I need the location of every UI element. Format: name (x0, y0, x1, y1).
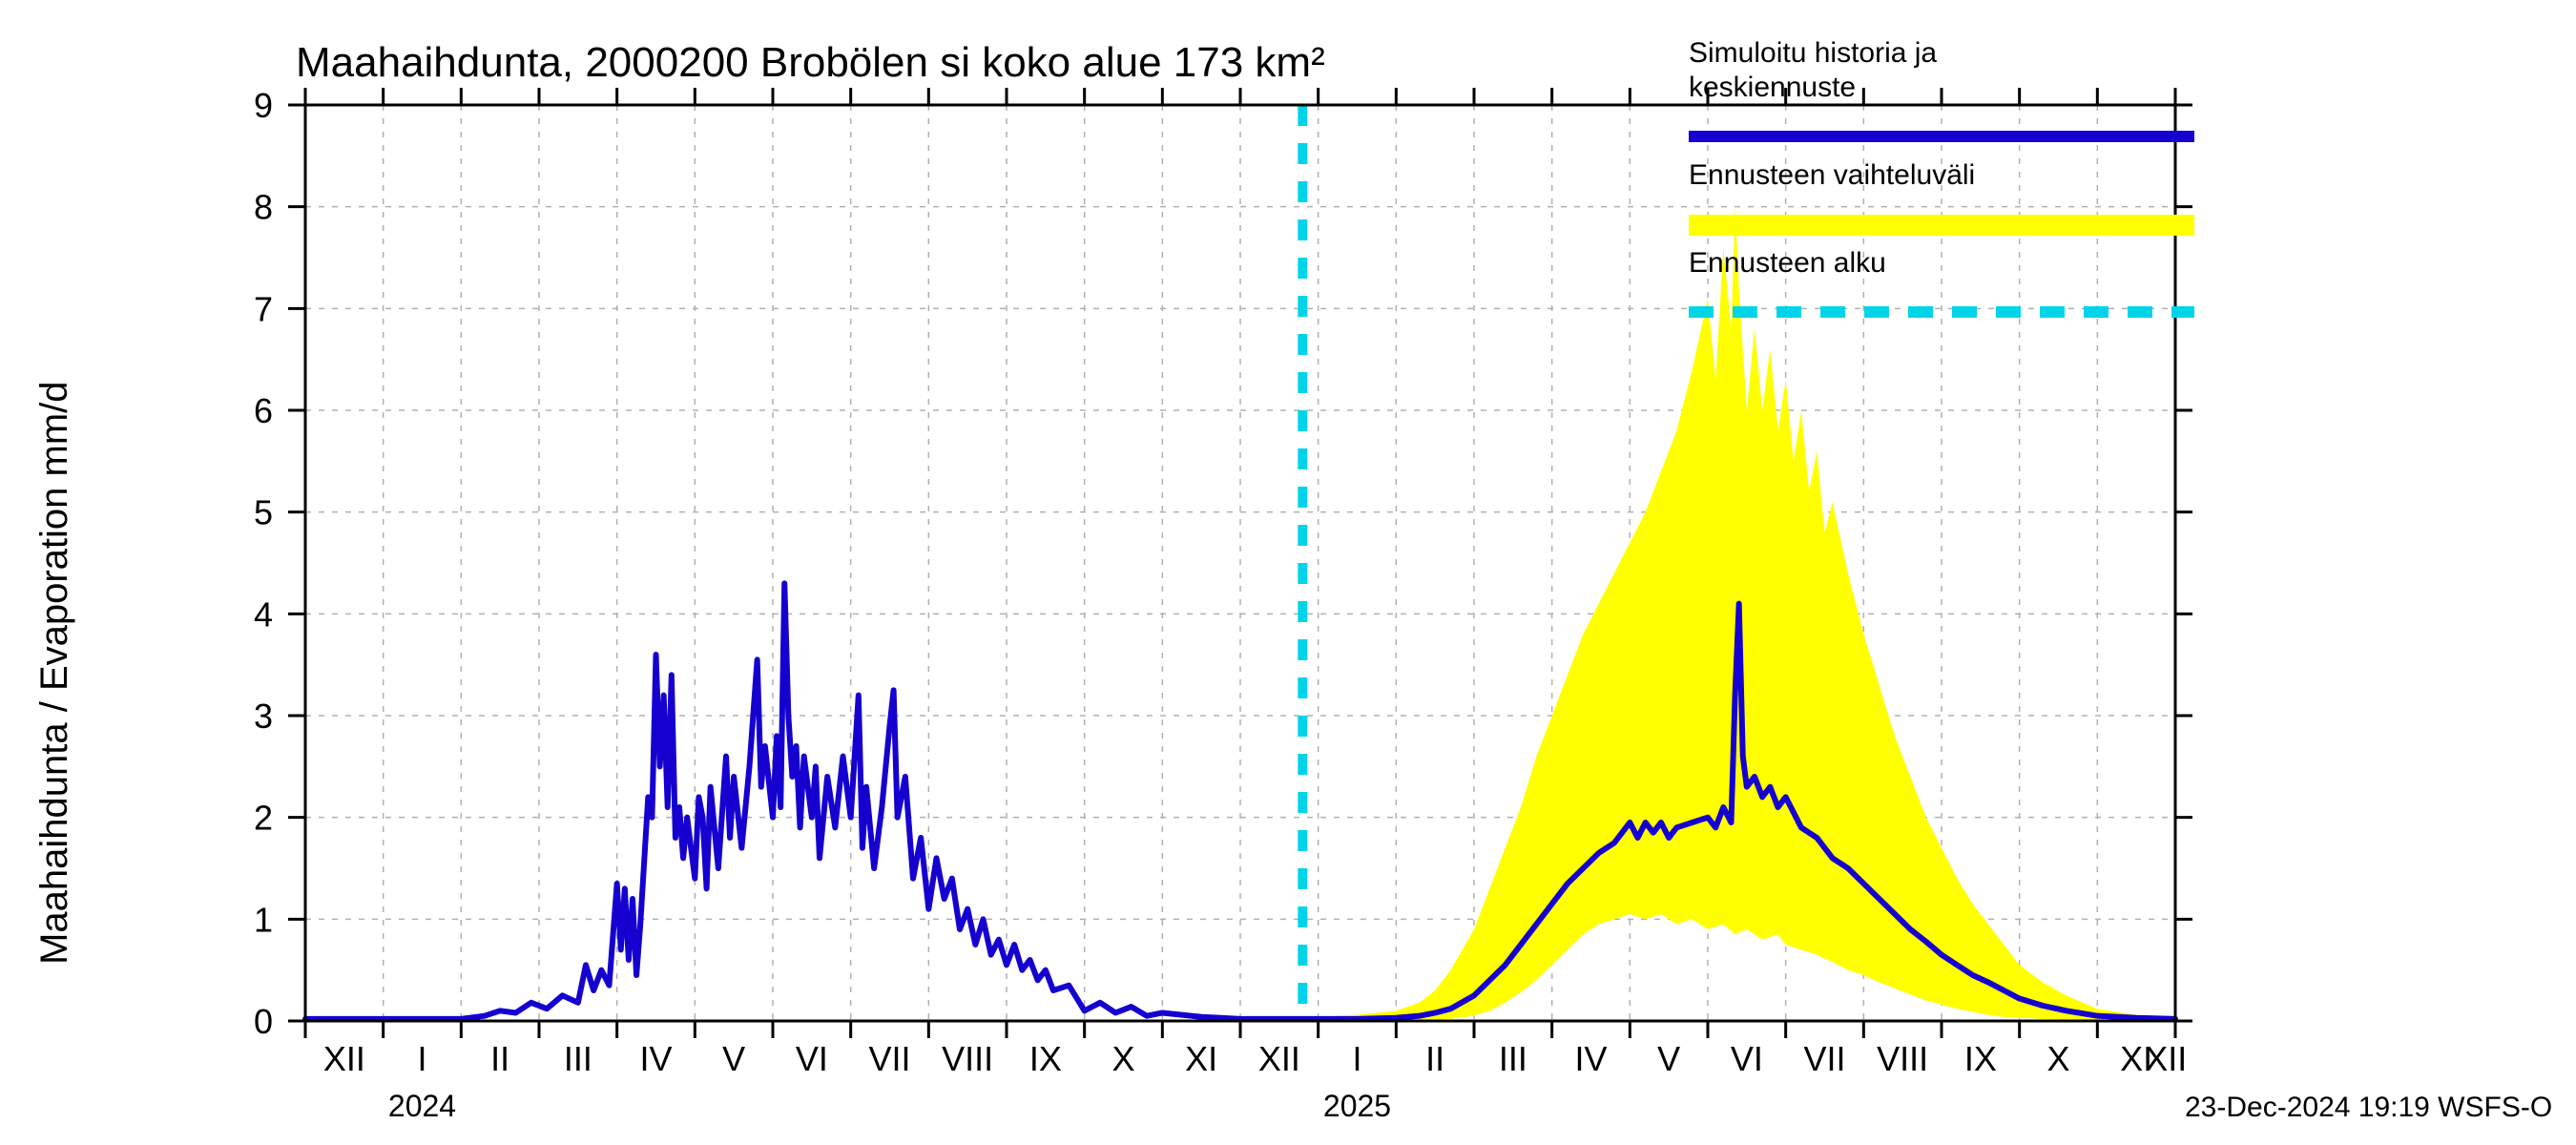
x-month-label: VI (1731, 1039, 1763, 1078)
x-month-label: IV (639, 1039, 672, 1078)
y-tick-label: 3 (254, 697, 273, 736)
x-month-label: I (1352, 1039, 1361, 1078)
y-tick-label: 5 (254, 493, 273, 532)
legend-label: keskiennuste (1689, 72, 1856, 103)
y-axis-label: Maahaihdunta / Evaporation mm/d (33, 381, 75, 964)
legend-label: Simuloitu historia ja (1689, 37, 1937, 69)
y-tick-label: 8 (254, 188, 273, 227)
x-month-label: X (1111, 1039, 1134, 1078)
y-tick-label: 4 (254, 594, 273, 634)
x-month-label: II (490, 1039, 509, 1078)
chart-title: Maahaihdunta, 2000200 Brobölen si koko a… (296, 39, 1325, 86)
x-month-label: VII (1803, 1039, 1845, 1078)
legend-label: Ennusteen alku (1689, 247, 1886, 279)
x-year-label: 2025 (1323, 1089, 1391, 1123)
x-month-label: IX (1964, 1039, 1997, 1078)
x-year-label: 2024 (388, 1089, 456, 1123)
x-month-label: II (1425, 1039, 1444, 1078)
x-month-label: XII (2145, 1039, 2187, 1078)
x-month-label: XII (1258, 1039, 1300, 1078)
x-month-label: IV (1574, 1039, 1607, 1078)
x-month-label: IX (1029, 1039, 1062, 1078)
x-month-label: III (564, 1039, 592, 1078)
legend-label: Ennusteen vaihteluväli (1689, 159, 1975, 191)
y-tick-label: 7 (254, 289, 273, 328)
x-month-label: III (1499, 1039, 1527, 1078)
evaporation-chart: 0123456789XIIIIIIIIIVVVIVIIVIIIIXXXIXIII… (0, 0, 2576, 1145)
chart-svg: 0123456789XIIIIIIIIIVVVIVIIVIIIIXXXIXIII… (0, 0, 2576, 1145)
x-month-label: XI (1185, 1039, 1217, 1078)
y-tick-label: 0 (254, 1002, 273, 1041)
x-month-label: VIII (942, 1039, 993, 1078)
x-month-label: I (417, 1039, 426, 1078)
y-tick-label: 6 (254, 391, 273, 430)
x-month-label: V (1657, 1039, 1680, 1078)
y-tick-label: 2 (254, 799, 273, 838)
x-month-label: X (2046, 1039, 2069, 1078)
y-tick-label: 1 (254, 900, 273, 939)
x-month-label: VII (868, 1039, 910, 1078)
y-tick-label: 9 (254, 86, 273, 125)
chart-footer: 23-Dec-2024 19:19 WSFS-O (2185, 1092, 2552, 1123)
x-month-label: VI (796, 1039, 828, 1078)
x-month-label: XII (323, 1039, 365, 1078)
x-month-label: V (722, 1039, 745, 1078)
legend-swatch-band (1689, 215, 2194, 236)
x-month-label: VIII (1877, 1039, 1928, 1078)
